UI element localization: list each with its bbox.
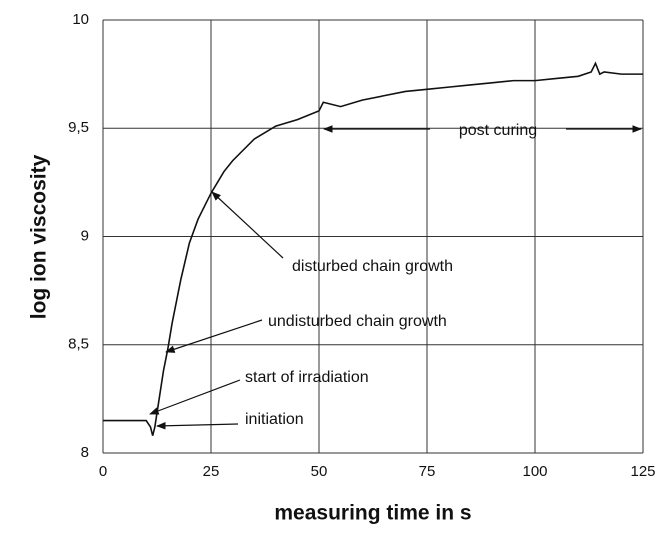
annotation: initiation	[245, 411, 304, 428]
annotation: undisturbed chain growth	[268, 313, 447, 330]
annotation-arrow	[165, 319, 263, 353]
x-tick-label: 0	[99, 463, 107, 480]
annotation: disturbed chain growth	[292, 258, 453, 275]
annotation-arrow	[149, 379, 241, 415]
x-axis-title: measuring time in s	[274, 502, 471, 525]
y-tick-label: 10	[72, 11, 89, 28]
y-tick-label: 8,5	[68, 336, 89, 353]
x-tick-label: 75	[419, 463, 436, 480]
x-tick-label: 100	[522, 463, 547, 480]
annotation: start of irradiation	[245, 369, 369, 386]
x-tick-label: 50	[311, 463, 328, 480]
annotation: post curing	[459, 122, 537, 139]
data-line	[103, 61, 643, 436]
annotation-arrow	[156, 421, 239, 430]
annotation-arrow	[211, 191, 284, 259]
y-tick-label: 8	[81, 444, 89, 461]
y-tick-label: 9	[81, 227, 89, 244]
y-tick-label: 9,5	[68, 119, 89, 136]
y-axis-title: log ion viscosity	[28, 154, 51, 319]
x-tick-label: 125	[630, 463, 655, 480]
x-tick-label: 25	[203, 463, 220, 480]
